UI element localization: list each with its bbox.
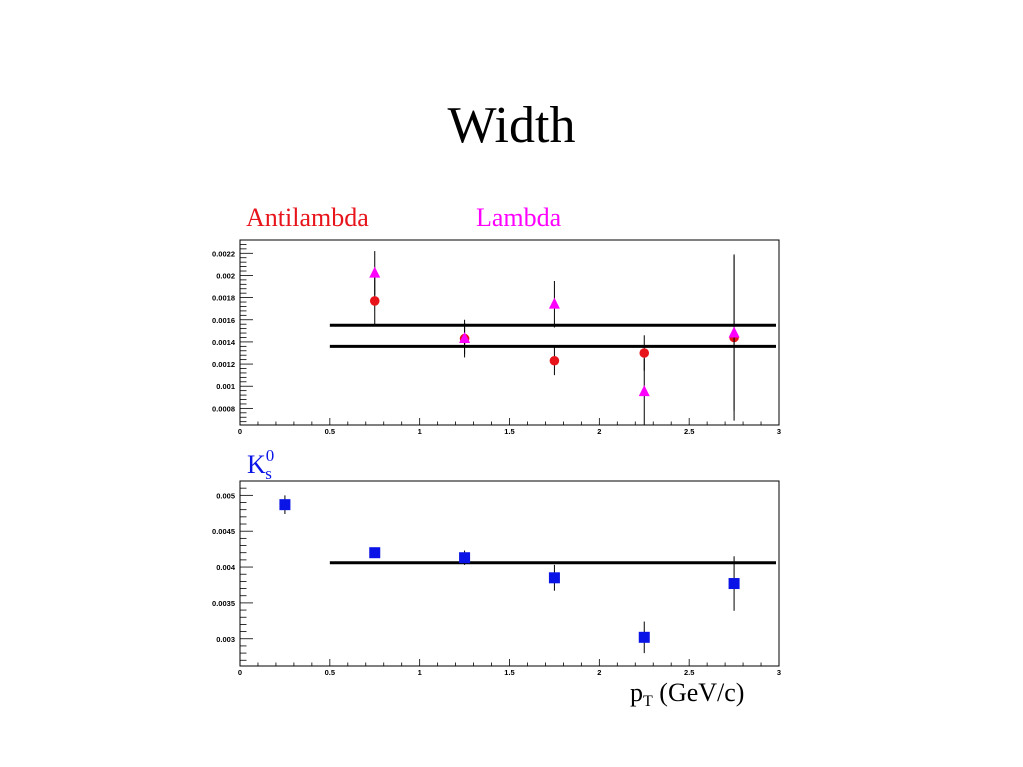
width-lambda-plot: 0 0.5 1 1.5 2 2.5 3 0.0008 0.001 0.0012 0.0014 0.00…	[212, 239, 781, 436]
k0s-label-base: K	[247, 450, 266, 479]
page-title: Width	[447, 97, 576, 154]
x-tick-label: 2	[597, 668, 601, 677]
x-axis-label: pT (GeV/c)	[630, 678, 744, 711]
antilambda-point	[639, 348, 650, 358]
lambda-point	[548, 297, 560, 309]
lambda-point	[369, 266, 381, 278]
y-tick-label: 0.0008	[212, 404, 235, 413]
x-tick-label: 0	[238, 427, 242, 436]
x-tick-label: 3	[777, 668, 781, 677]
lambda-point	[459, 331, 471, 343]
x-axis-label-base: p	[630, 678, 643, 707]
k0s-point	[459, 552, 471, 564]
antilambda-point	[549, 355, 560, 366]
x-tick-label: 1	[418, 668, 422, 677]
y-tick-label: 0.0012	[212, 360, 235, 369]
x-tick-label: 2	[597, 427, 601, 436]
y-tick-label: 0.0018	[212, 294, 235, 303]
x-tick-label: 2.5	[684, 668, 694, 677]
y-tick-label: 0.002	[216, 271, 235, 280]
k0s-label-sup: 0	[265, 446, 275, 465]
y-tick-label: 0.0014	[212, 338, 236, 347]
x-tick-label: 0.5	[325, 668, 335, 677]
k0s-point	[728, 578, 740, 590]
antilambda-point	[369, 296, 380, 306]
x-tick-label: 0	[238, 668, 242, 677]
plot-frame	[239, 239, 780, 426]
width-k0s-plot: 0 0.5 1 1.5 2 2.5 3 0.003 0.0035 0.004 0.0045 0.005	[212, 480, 781, 677]
lambda-point	[728, 326, 740, 338]
y-tick-label: 0.001	[216, 382, 235, 391]
x-tick-label: 1.5	[504, 427, 514, 436]
antilambda-label: Antilambda	[246, 203, 369, 232]
y-tick-label: 0.0016	[212, 316, 235, 325]
lambda-point	[638, 385, 650, 397]
plot-frame	[239, 480, 780, 667]
x-tick-label: 1	[418, 427, 422, 436]
k0s-label-sub: s	[265, 464, 272, 483]
y-tick-label: 0.0045	[212, 527, 235, 536]
y-tick-label: 0.005	[216, 491, 235, 500]
x-tick-label: 1.5	[504, 668, 514, 677]
x-tick-label: 3	[777, 427, 781, 436]
k0s-point	[369, 547, 381, 559]
y-tick-label: 0.003	[216, 635, 235, 644]
k0s-point	[279, 499, 291, 511]
k0s-label: K0s	[247, 446, 275, 484]
x-tick-label: 2.5	[684, 427, 694, 436]
lambda-label: Lambda	[476, 203, 562, 232]
y-tick-label: 0.0035	[212, 599, 235, 608]
x-axis-label-rest: (GeV/c)	[652, 678, 745, 707]
k0s-point	[548, 572, 560, 584]
y-tick-label: 0.0022	[212, 249, 235, 258]
x-tick-label: 0.5	[325, 427, 335, 436]
x-axis-label-sub: T	[643, 693, 653, 710]
y-tick-label: 0.004	[216, 563, 236, 572]
k0s-point	[638, 631, 650, 643]
